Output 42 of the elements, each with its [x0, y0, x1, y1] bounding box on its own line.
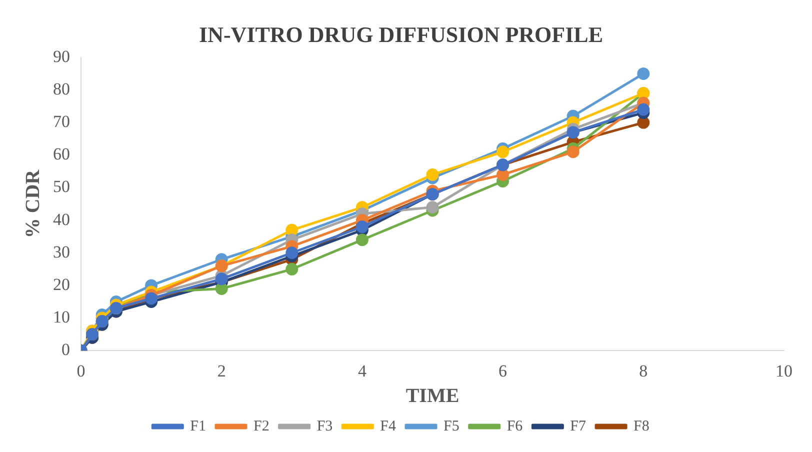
x-axis-title: TIME [406, 385, 460, 408]
point [637, 67, 650, 80]
x-tick-label: 6 [498, 361, 508, 380]
legend-label: F3 [316, 418, 333, 434]
legend-label: F4 [380, 418, 396, 434]
y-tick-label: 60 [53, 144, 70, 164]
point [286, 262, 298, 276]
y-tick-label: 30 [53, 242, 70, 262]
point [356, 220, 368, 234]
y-axis-title: % CDR [22, 169, 44, 238]
y-tick-label: 80 [53, 79, 70, 98]
point [286, 224, 298, 236]
point [637, 103, 650, 116]
y-tick-label: 90 [53, 46, 70, 66]
point [215, 272, 228, 286]
legend-label: F8 [634, 418, 650, 434]
x-tick-label: 8 [639, 361, 648, 380]
y-tick-label: 40 [53, 210, 70, 229]
y-tick-label: 20 [53, 274, 70, 294]
point [215, 282, 228, 295]
legend-label: F5 [444, 418, 460, 434]
point [286, 246, 298, 260]
point [356, 234, 368, 246]
y-tick-label: 50 [53, 177, 70, 196]
x-tick-label: 2 [217, 361, 226, 380]
legend-label: F2 [253, 418, 270, 434]
legend-label: F6 [506, 418, 524, 434]
legend-label: F1 [190, 418, 206, 434]
x-tick-label: 10 [776, 361, 792, 380]
point [496, 146, 510, 158]
point [496, 168, 510, 181]
chart-title: IN-VITRO DRUG DIFFUSION PROFILE [199, 22, 603, 47]
point [426, 168, 439, 181]
x-tick-label: 0 [76, 361, 86, 380]
legend-label: F7 [570, 418, 587, 434]
point [566, 146, 580, 158]
y-tick-label: 0 [62, 340, 70, 360]
x-tick-label: 4 [358, 361, 367, 380]
point [426, 201, 439, 214]
y-tick-label: 70 [53, 112, 70, 132]
point [637, 116, 650, 129]
y-tick-label: 10 [53, 307, 70, 326]
